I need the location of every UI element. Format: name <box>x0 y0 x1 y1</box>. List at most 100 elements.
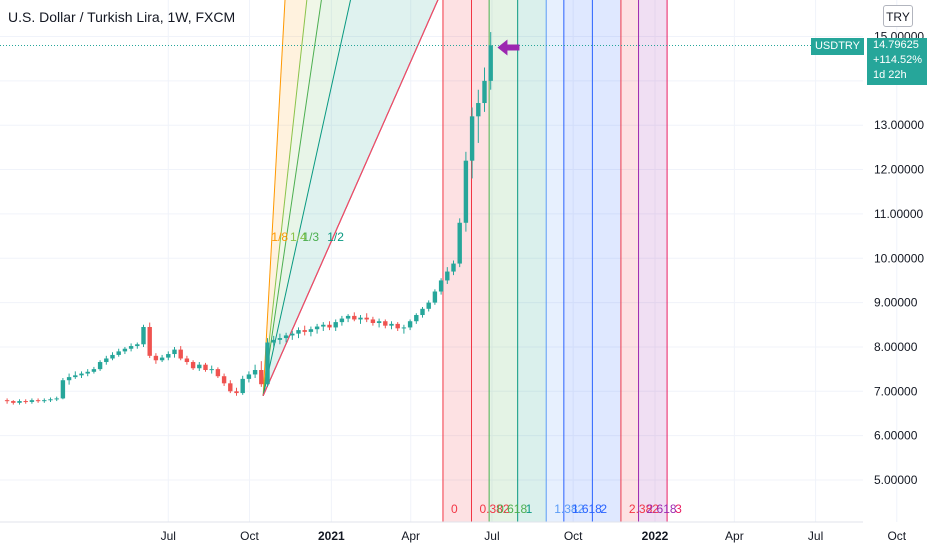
symbol-price-tag: USDTRY <box>811 38 864 55</box>
grid-lines <box>0 0 898 522</box>
fib-speed-fan <box>262 0 439 396</box>
candle-body <box>110 354 115 359</box>
time-zone-band <box>563 0 593 522</box>
candle-body <box>35 400 41 402</box>
candle-body <box>141 326 146 345</box>
candle-body <box>290 333 295 336</box>
candle-body <box>438 280 444 292</box>
fan-ratio-labels: 1/81/41/31/21/12/13/14/18/1 <box>271 230 344 244</box>
candle-body <box>283 335 289 339</box>
candle-body <box>234 391 239 394</box>
candle-body <box>147 326 152 356</box>
time-zone-label: 1.618 <box>572 502 602 516</box>
candlestick-series <box>4 32 493 405</box>
price-tick-label: 5.00000 <box>874 473 918 487</box>
candle-body <box>383 321 388 326</box>
candle-body <box>135 344 140 347</box>
time-zone-label: 1.382 <box>554 502 584 516</box>
time-tick-label: Oct <box>887 529 906 543</box>
candle-body <box>215 369 221 377</box>
time-tick-label: 2022 <box>642 529 669 543</box>
candle-body <box>48 399 53 401</box>
currency-button[interactable]: TRY <box>883 5 913 27</box>
fan-ratio-label: 1/3 <box>302 230 319 244</box>
candle-body <box>345 315 351 319</box>
time-zone-label: 2 <box>600 502 607 516</box>
candle-body <box>482 80 487 104</box>
candle-body <box>91 369 97 372</box>
candle-body <box>221 376 227 384</box>
time-zone-label: 0.618 <box>497 502 527 516</box>
candle-body <box>97 362 103 370</box>
candle-body <box>184 358 190 363</box>
time-zone-label: 0.382 <box>479 502 509 516</box>
candle-body <box>302 330 307 332</box>
candle-body <box>265 342 270 385</box>
candle-body <box>29 400 35 402</box>
candle-body <box>178 349 183 359</box>
time-zone-band <box>620 0 639 522</box>
price-tick-label: 9.00000 <box>874 296 918 310</box>
candle-body <box>321 324 326 327</box>
candle-body <box>85 371 90 374</box>
time-zone-label: 3 <box>675 502 682 516</box>
time-tick-label: Apr <box>401 529 420 543</box>
fan-line <box>262 0 439 396</box>
candle-body <box>407 321 413 328</box>
candle-body <box>4 400 10 402</box>
candle-body <box>395 323 400 329</box>
candle-body <box>228 383 233 392</box>
bar-countdown: 1d 22h <box>873 69 907 81</box>
candle-body <box>420 308 425 316</box>
time-tick-label: Jul <box>484 529 499 543</box>
candle-body <box>73 375 78 378</box>
chart-title: U.S. Dollar / Turkish Lira, 1W, FXCM <box>8 9 236 25</box>
candle-body <box>358 317 363 320</box>
price-tick-label: 11.00000 <box>874 207 923 221</box>
candle-body <box>457 222 462 264</box>
candle-body <box>432 291 438 303</box>
candle-body <box>352 315 357 320</box>
time-zone-band <box>442 0 472 522</box>
candle-body <box>66 377 72 381</box>
time-tick-label: Oct <box>240 529 259 543</box>
candle-body <box>122 348 128 352</box>
candle-body <box>11 401 16 403</box>
time-zone-band <box>489 0 518 522</box>
candle-body <box>240 378 245 394</box>
time-axis[interactable]: Jul Oct 2021 Apr Jul Oct 2022 Apr Jul Oct <box>0 521 907 543</box>
candle-body <box>476 103 481 117</box>
purple-arrow-icon <box>497 39 520 56</box>
candle-body <box>159 357 165 361</box>
fan-ratio-label: 1/2 <box>327 230 344 244</box>
fan-band <box>263 0 438 396</box>
candle-body <box>209 369 214 371</box>
price-tick-label: 12.00000 <box>874 163 924 177</box>
fan-line <box>262 0 322 396</box>
price-change-percent: +114.52% <box>873 54 923 66</box>
candle-body <box>376 321 382 324</box>
candle-body <box>190 362 196 369</box>
candle-body <box>166 354 171 358</box>
time-zone-band <box>517 0 547 522</box>
candle-body <box>271 339 276 343</box>
fan-line <box>262 0 308 396</box>
candle-body <box>128 346 134 349</box>
time-zone-band <box>638 0 668 522</box>
time-tick-label: Jul <box>808 529 823 543</box>
candle-body <box>259 370 264 385</box>
fan-ratio-label: 1/8 <box>271 230 288 244</box>
candle-body <box>364 317 369 320</box>
candle-body <box>23 401 28 403</box>
candle-body <box>172 349 177 355</box>
price-tick-label: 6.00000 <box>874 429 918 443</box>
time-zone-label: 2.382 <box>629 502 659 516</box>
candle-body <box>116 351 121 355</box>
candle-body <box>463 160 469 223</box>
candle-body <box>308 329 314 332</box>
candle-body <box>197 364 202 369</box>
candle-body <box>104 358 109 363</box>
price-axis[interactable]: 5.00000 6.00000 7.00000 8.00000 9.00000 10.00… <box>874 30 924 488</box>
